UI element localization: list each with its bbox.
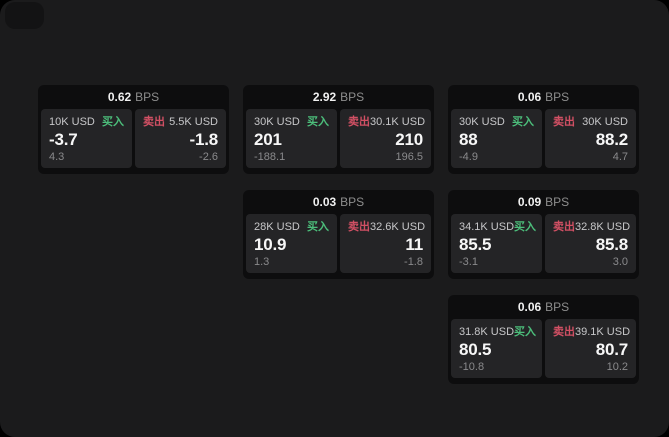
buy-delta: 1.3 — [254, 256, 270, 268]
buy-delta: 4.3 — [49, 151, 65, 163]
sell-pane[interactable]: 卖出 32.6K USD 11 -1.8 — [340, 214, 431, 273]
card-header: 0.09 BPS — [448, 190, 639, 214]
sell-amount: 30.1K USD — [370, 116, 426, 128]
sell-delta: -2.6 — [199, 151, 218, 163]
quote-card: 0.06 BPS 31.8K USD 买入 80.5 -10.8 卖出 39.1… — [448, 295, 639, 384]
sell-delta: 3.0 — [612, 256, 628, 268]
card-body: 30K USD 买入 88 -4.9 卖出 30K USD 88.2 4.7 — [448, 109, 639, 171]
sell-amount: 30K USD — [582, 116, 628, 128]
bps-value: 0.06 — [517, 90, 542, 104]
sell-price: 210 — [395, 130, 423, 149]
bps-value: 0.09 — [517, 195, 542, 209]
sell-pane[interactable]: 卖出 5.5K USD -1.8 -2.6 — [135, 109, 226, 168]
buy-button[interactable]: 买入 — [307, 116, 329, 128]
quote-card: 0.03 BPS 28K USD 买入 10.9 1.3 卖出 32.6K US… — [243, 190, 434, 279]
buy-amount: 30K USD — [254, 116, 300, 128]
buy-button[interactable]: 买入 — [514, 326, 537, 338]
quote-card: 0.09 BPS 34.1K USD 买入 85.5 -3.1 卖出 32.8K… — [448, 190, 639, 279]
sell-amount: 5.5K USD — [169, 116, 218, 128]
sell-pane[interactable]: 卖出 30K USD 88.2 4.7 — [545, 109, 636, 168]
corner-overlay — [5, 2, 44, 29]
bps-unit: BPS — [340, 195, 365, 209]
sell-pane[interactable]: 卖出 39.1K USD 80.7 10.2 — [545, 319, 636, 378]
bps-unit: BPS — [545, 90, 570, 104]
sell-price: 80.7 — [595, 340, 628, 359]
buy-price: -3.7 — [49, 130, 78, 149]
sell-button[interactable]: 卖出 — [553, 221, 575, 233]
bps-value: 0.03 — [312, 195, 337, 209]
buy-pane[interactable]: 31.8K USD 买入 80.5 -10.8 — [451, 319, 542, 378]
buy-pane[interactable]: 30K USD 买入 88 -4.9 — [451, 109, 542, 168]
buy-price: 88 — [459, 130, 478, 149]
sell-amount: 32.6K USD — [370, 221, 426, 233]
bps-value: 0.62 — [107, 90, 132, 104]
buy-delta: -10.8 — [459, 361, 485, 373]
card-header: 0.03 BPS — [243, 190, 434, 214]
card-header: 2.92 BPS — [243, 85, 434, 109]
bps-unit: BPS — [545, 300, 570, 314]
buy-button[interactable]: 买入 — [102, 116, 124, 128]
buy-amount: 31.8K USD — [459, 326, 515, 338]
quote-card: 0.06 BPS 30K USD 买入 88 -4.9 卖出 30K USD 8… — [448, 85, 639, 174]
card-body: 31.8K USD 买入 80.5 -10.8 卖出 39.1K USD 80.… — [448, 319, 639, 381]
buy-delta: -188.1 — [254, 151, 286, 163]
sell-pane[interactable]: 卖出 32.8K USD 85.8 3.0 — [545, 214, 636, 273]
sell-delta: 10.2 — [606, 361, 628, 373]
sell-button[interactable]: 卖出 — [348, 116, 370, 128]
buy-amount: 34.1K USD — [459, 221, 515, 233]
buy-button[interactable]: 买入 — [307, 221, 329, 233]
buy-button[interactable]: 买入 — [514, 221, 537, 233]
sell-button[interactable]: 卖出 — [348, 221, 370, 233]
sell-delta: 4.7 — [612, 151, 628, 163]
buy-amount: 28K USD — [254, 221, 300, 233]
buy-price: 10.9 — [254, 235, 287, 254]
sell-price: -1.8 — [189, 130, 219, 149]
buy-price: 201 — [254, 130, 282, 149]
card-body: 28K USD 买入 10.9 1.3 卖出 32.6K USD 11 -1.8 — [243, 214, 434, 276]
sell-delta: 196.5 — [395, 151, 423, 163]
sell-price: 88.2 — [595, 130, 628, 149]
buy-amount: 10K USD — [49, 116, 95, 128]
buy-delta: -4.9 — [459, 151, 478, 163]
sell-button[interactable]: 卖出 — [143, 116, 165, 128]
sell-price: 11 — [405, 235, 423, 254]
buy-price: 85.5 — [459, 235, 492, 254]
buy-pane[interactable]: 10K USD 买入 -3.7 4.3 — [41, 109, 132, 168]
card-body: 30K USD 买入 201 -188.1 卖出 30.1K USD 210 1… — [243, 109, 434, 171]
sell-button[interactable]: 卖出 — [553, 116, 575, 128]
card-header: 0.06 BPS — [448, 295, 639, 319]
sell-button[interactable]: 卖出 — [553, 326, 575, 338]
card-header: 0.62 BPS — [38, 85, 229, 109]
buy-price: 80.5 — [459, 340, 492, 359]
buy-pane[interactable]: 30K USD 买入 201 -188.1 — [246, 109, 337, 168]
sell-price: 85.8 — [595, 235, 628, 254]
quote-card: 2.92 BPS 30K USD 买入 201 -188.1 卖出 30.1K … — [243, 85, 434, 174]
sell-delta: -1.8 — [404, 256, 423, 268]
buy-pane[interactable]: 34.1K USD 买入 85.5 -3.1 — [451, 214, 542, 273]
card-body: 10K USD 买入 -3.7 4.3 卖出 5.5K USD -1.8 -2.… — [38, 109, 229, 171]
sell-pane[interactable]: 卖出 30.1K USD 210 196.5 — [340, 109, 431, 168]
buy-button[interactable]: 买入 — [512, 116, 534, 128]
buy-amount: 30K USD — [459, 116, 505, 128]
sell-amount: 32.8K USD — [575, 221, 631, 233]
bps-value: 2.92 — [312, 90, 337, 104]
quote-card: 0.62 BPS 10K USD 买入 -3.7 4.3 卖出 5.5K USD… — [38, 85, 229, 174]
bps-unit: BPS — [135, 90, 160, 104]
bps-value: 0.06 — [517, 300, 542, 314]
bps-unit: BPS — [545, 195, 570, 209]
bps-unit: BPS — [340, 90, 365, 104]
buy-delta: -3.1 — [459, 256, 478, 268]
card-header: 0.06 BPS — [448, 85, 639, 109]
buy-pane[interactable]: 28K USD 买入 10.9 1.3 — [246, 214, 337, 273]
sell-amount: 39.1K USD — [575, 326, 631, 338]
card-body: 34.1K USD 买入 85.5 -3.1 卖出 32.8K USD 85.8… — [448, 214, 639, 276]
